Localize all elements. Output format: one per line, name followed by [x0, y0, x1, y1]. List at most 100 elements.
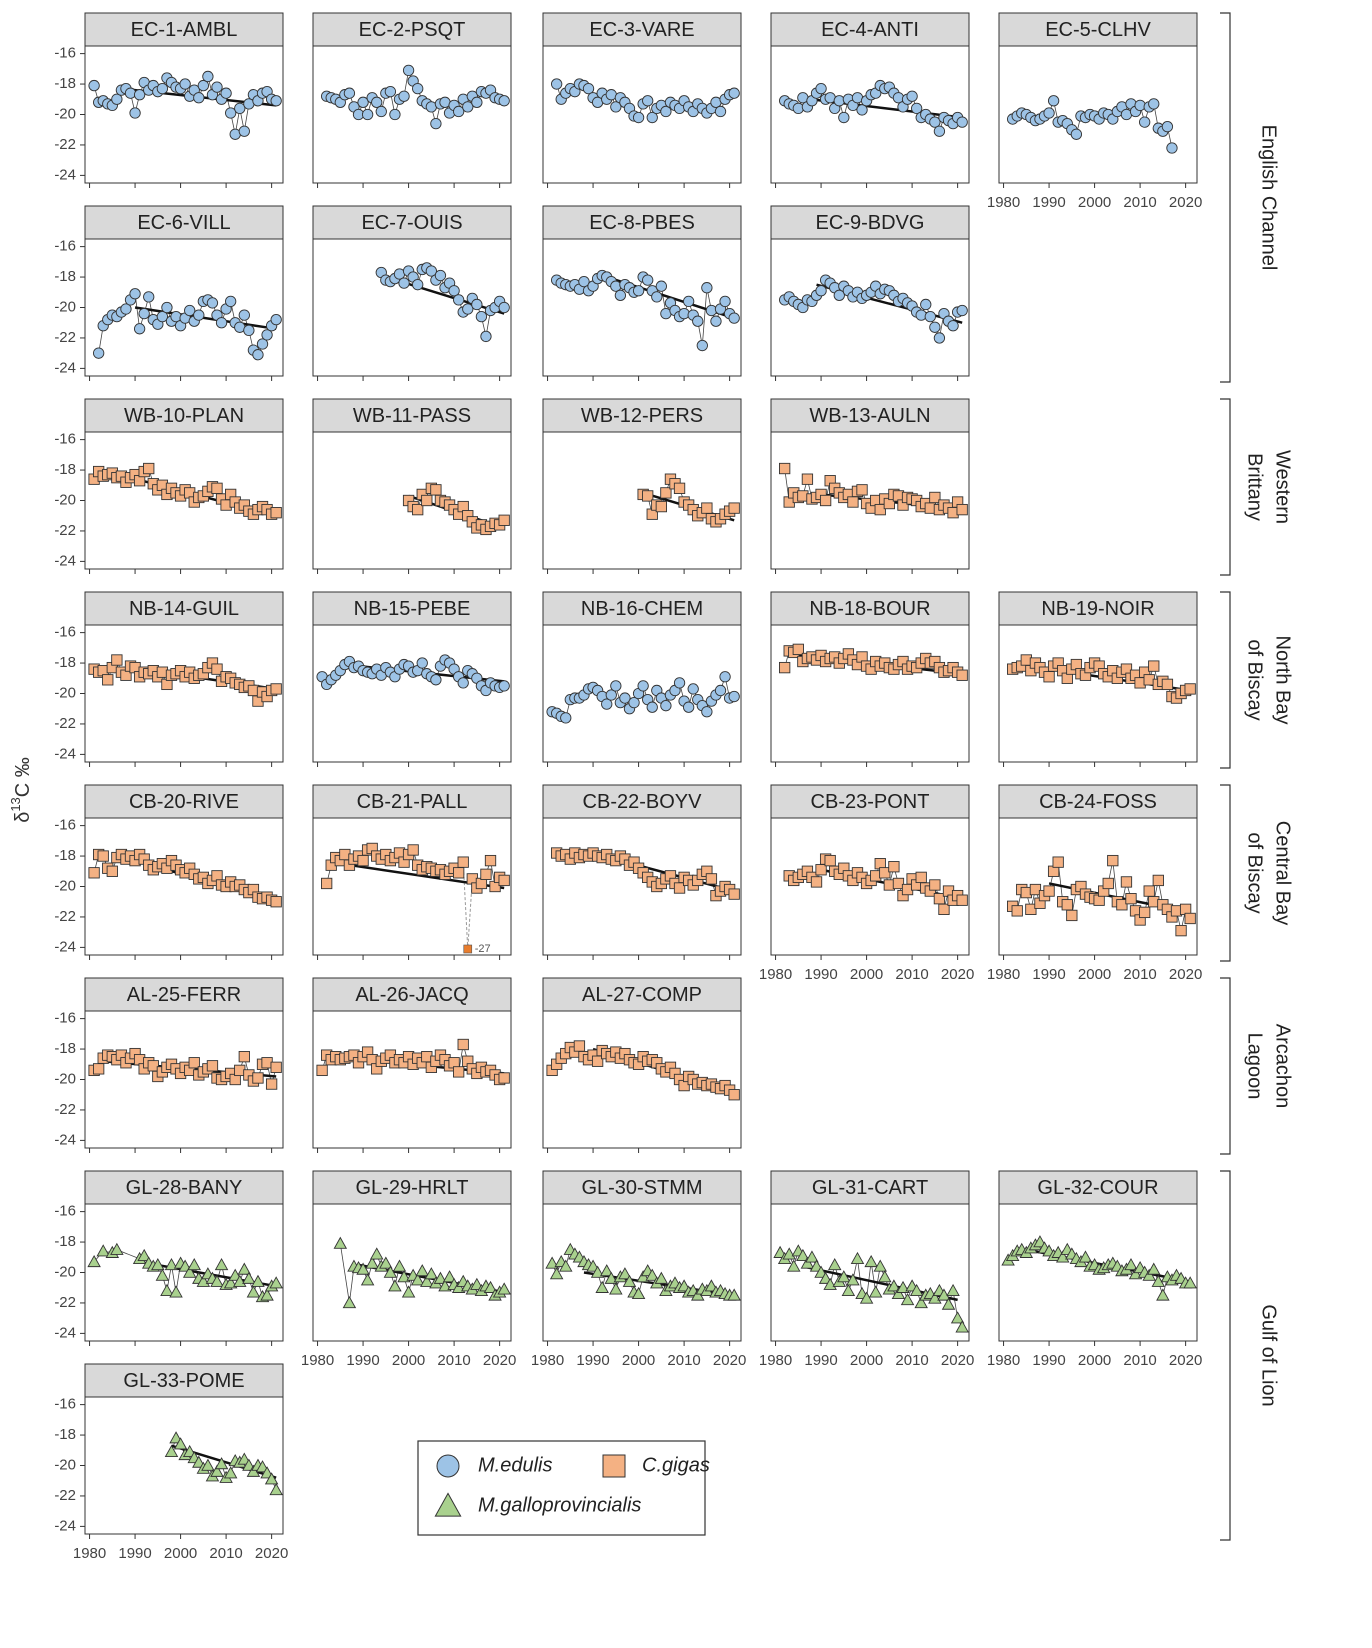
marker: [475, 310, 488, 323]
marker: [457, 1038, 469, 1051]
marker: [214, 1257, 229, 1271]
x-tick-label: 2020: [941, 966, 974, 983]
marker: [260, 1288, 274, 1301]
marker: [618, 1267, 632, 1280]
x-tick-label: 2010: [437, 1352, 470, 1369]
marker: [202, 70, 214, 83]
marker: [705, 873, 718, 885]
region-label: Brittany: [1244, 453, 1266, 521]
panel-header: [998, 591, 1198, 626]
x-tick-label: 1980: [531, 1352, 564, 1369]
x-tick-label: 2010: [209, 1545, 242, 1562]
marker: [1161, 678, 1174, 691]
marker: [129, 288, 141, 300]
y-tick-label: -18: [54, 654, 76, 671]
marker: [360, 1273, 375, 1286]
panel-title: GL-31-CART: [812, 1177, 928, 1199]
x-tick-label: 1990: [804, 1352, 837, 1369]
panel-frame: [312, 624, 512, 763]
marker: [498, 514, 510, 526]
marker: [609, 1282, 623, 1295]
marker: [856, 104, 868, 116]
marker: [692, 315, 704, 327]
x-tick-label: 2020: [1169, 194, 1202, 211]
marker: [498, 1072, 510, 1084]
trend-line: [134, 306, 277, 331]
marker: [453, 867, 465, 879]
marker: [833, 289, 845, 301]
panel-title: WB-12-PERS: [581, 405, 703, 427]
marker: [1116, 899, 1128, 911]
y-tick-label: -18: [54, 75, 76, 92]
marker: [379, 1256, 393, 1269]
marker: [1128, 1267, 1143, 1280]
marker: [628, 696, 640, 709]
y-tick-label: -18: [54, 268, 76, 285]
marker: [800, 1256, 815, 1269]
marker: [573, 1040, 586, 1052]
marker: [796, 1248, 810, 1261]
marker: [673, 677, 686, 689]
marker: [651, 291, 663, 303]
marker: [433, 1271, 448, 1284]
marker: [933, 125, 946, 137]
marker: [155, 1268, 170, 1281]
y-tick-label: -24: [54, 166, 76, 183]
legend-marker: [436, 1454, 460, 1478]
region-label: of Biscay: [1244, 639, 1266, 720]
marker: [256, 338, 269, 350]
marker: [93, 347, 105, 359]
marker: [888, 861, 900, 873]
y-axis-label: δ13C ‰: [8, 757, 34, 823]
panel-title: NB-15-PEBE: [354, 598, 471, 620]
marker: [416, 657, 428, 669]
marker: [559, 1259, 573, 1272]
marker: [642, 490, 654, 502]
x-tick-label: 2020: [941, 1352, 974, 1369]
marker: [933, 332, 946, 344]
marker: [401, 1285, 416, 1298]
marker: [434, 269, 447, 282]
region-bracket: [1220, 12, 1231, 383]
marker: [929, 321, 941, 333]
x-tick-label: 2020: [1169, 1352, 1202, 1369]
marker: [164, 1444, 179, 1458]
y-tick-label: -24: [54, 1131, 76, 1148]
marker: [160, 1283, 174, 1296]
y-tick-label: -20: [54, 1070, 76, 1087]
marker: [133, 89, 146, 101]
marker: [88, 79, 100, 92]
marker: [728, 87, 740, 99]
marker: [691, 1288, 705, 1301]
marker: [728, 690, 740, 703]
marker: [106, 865, 118, 877]
marker: [425, 265, 437, 277]
marker: [421, 494, 433, 507]
panel-header: [312, 12, 512, 47]
y-tick-label: -16: [54, 1203, 76, 1220]
legend-label: C.gigas: [642, 1454, 710, 1476]
marker: [1151, 1274, 1166, 1287]
marker: [451, 1280, 466, 1293]
marker: [211, 663, 223, 675]
marker: [632, 111, 645, 124]
marker: [412, 503, 424, 516]
marker: [595, 1280, 609, 1293]
panel-frame: [312, 1010, 512, 1149]
marker: [369, 1247, 384, 1260]
marker: [383, 1265, 398, 1278]
marker: [727, 1288, 741, 1301]
panel-header: [84, 398, 284, 433]
marker: [129, 107, 141, 119]
panel-header: [312, 784, 512, 819]
marker: [1124, 1257, 1138, 1271]
marker: [124, 87, 137, 99]
marker: [498, 301, 510, 314]
region-bracket: [1220, 398, 1231, 576]
marker: [719, 295, 731, 308]
marker: [827, 1257, 842, 1271]
panel-title: EC-5-CLHV: [1045, 19, 1151, 41]
marker: [225, 107, 237, 119]
marker: [1070, 128, 1083, 140]
marker: [636, 1270, 650, 1283]
